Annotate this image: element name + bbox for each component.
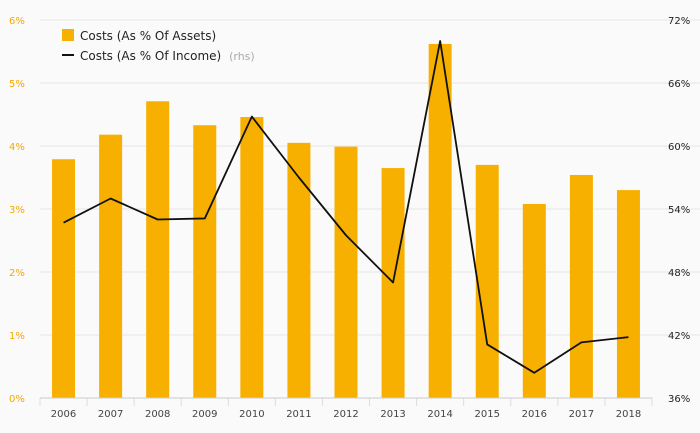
- legend: Costs (As % Of Assets) Costs (As % Of In…: [62, 29, 255, 63]
- bar-2007: [99, 134, 123, 398]
- bar-2018: [616, 190, 640, 398]
- y-right-tick-label: 72%: [668, 16, 690, 27]
- bar-2010: [240, 117, 264, 399]
- gridlines: [39, 19, 700, 406]
- x-tick-label: 2009: [192, 409, 217, 420]
- x-tick-label: 2006: [51, 409, 76, 420]
- bar-2006: [52, 159, 76, 398]
- axes: 0% 36% 1% 42% 2% 48% 3% 54% 4% 60% 5% 66% 6% 72% 2006 2…: [9, 16, 690, 420]
- bar-2015: [475, 164, 499, 398]
- x-tick-label: 2018: [616, 409, 641, 420]
- bar-2017: [569, 174, 593, 398]
- y-left-tick-label: 4%: [9, 142, 25, 153]
- bar-2009: [193, 125, 217, 399]
- bar-series: [52, 43, 640, 399]
- x-tick-label: 2014: [427, 409, 452, 420]
- x-tick-label: 2010: [239, 409, 264, 420]
- x-tick-label: 2007: [98, 409, 123, 420]
- legend-suffix-rhs: (rhs): [229, 50, 255, 63]
- line-series: [63, 40, 629, 374]
- y-left-tick-label: 0%: [9, 394, 25, 405]
- y-right-tick-label: 48%: [668, 268, 690, 279]
- y-left-tick-label: 1%: [9, 331, 25, 342]
- legend-label-assets: Costs (As % Of Assets): [80, 29, 216, 43]
- x-tick-label: 2017: [569, 409, 594, 420]
- y-right-tick-label: 54%: [668, 205, 690, 216]
- x-tick-label: 2013: [380, 409, 405, 420]
- y-right-tick-label: 42%: [668, 331, 690, 342]
- x-tick-label: 2008: [145, 409, 170, 420]
- legend-swatch-assets: [62, 29, 74, 41]
- bar-2011: [287, 142, 311, 398]
- y-right-tick-label: 60%: [668, 142, 690, 153]
- bar-2008: [146, 101, 170, 399]
- x-tick-label: 2012: [333, 409, 358, 420]
- x-tick-label: 2016: [522, 409, 547, 420]
- y-right-tick-label: 66%: [668, 79, 690, 90]
- y-left-tick-label: 3%: [9, 205, 25, 216]
- x-tick-label: 2011: [286, 409, 311, 420]
- y-left-tick-label: 6%: [9, 16, 25, 27]
- svg-text:Costs (As % Of Income): Costs (As % Of Income) (rhs): [80, 49, 255, 63]
- y-left-tick-label: 2%: [9, 268, 25, 279]
- y-left-tick-label: 5%: [9, 79, 25, 90]
- legend-label-income: Costs (As % Of Income): [80, 49, 221, 63]
- bar-2012: [334, 146, 358, 398]
- x-tick-label: 2015: [475, 409, 500, 420]
- bar-2016: [522, 203, 546, 398]
- bar-2014: [428, 43, 452, 398]
- y-right-tick-label: 36%: [668, 394, 690, 405]
